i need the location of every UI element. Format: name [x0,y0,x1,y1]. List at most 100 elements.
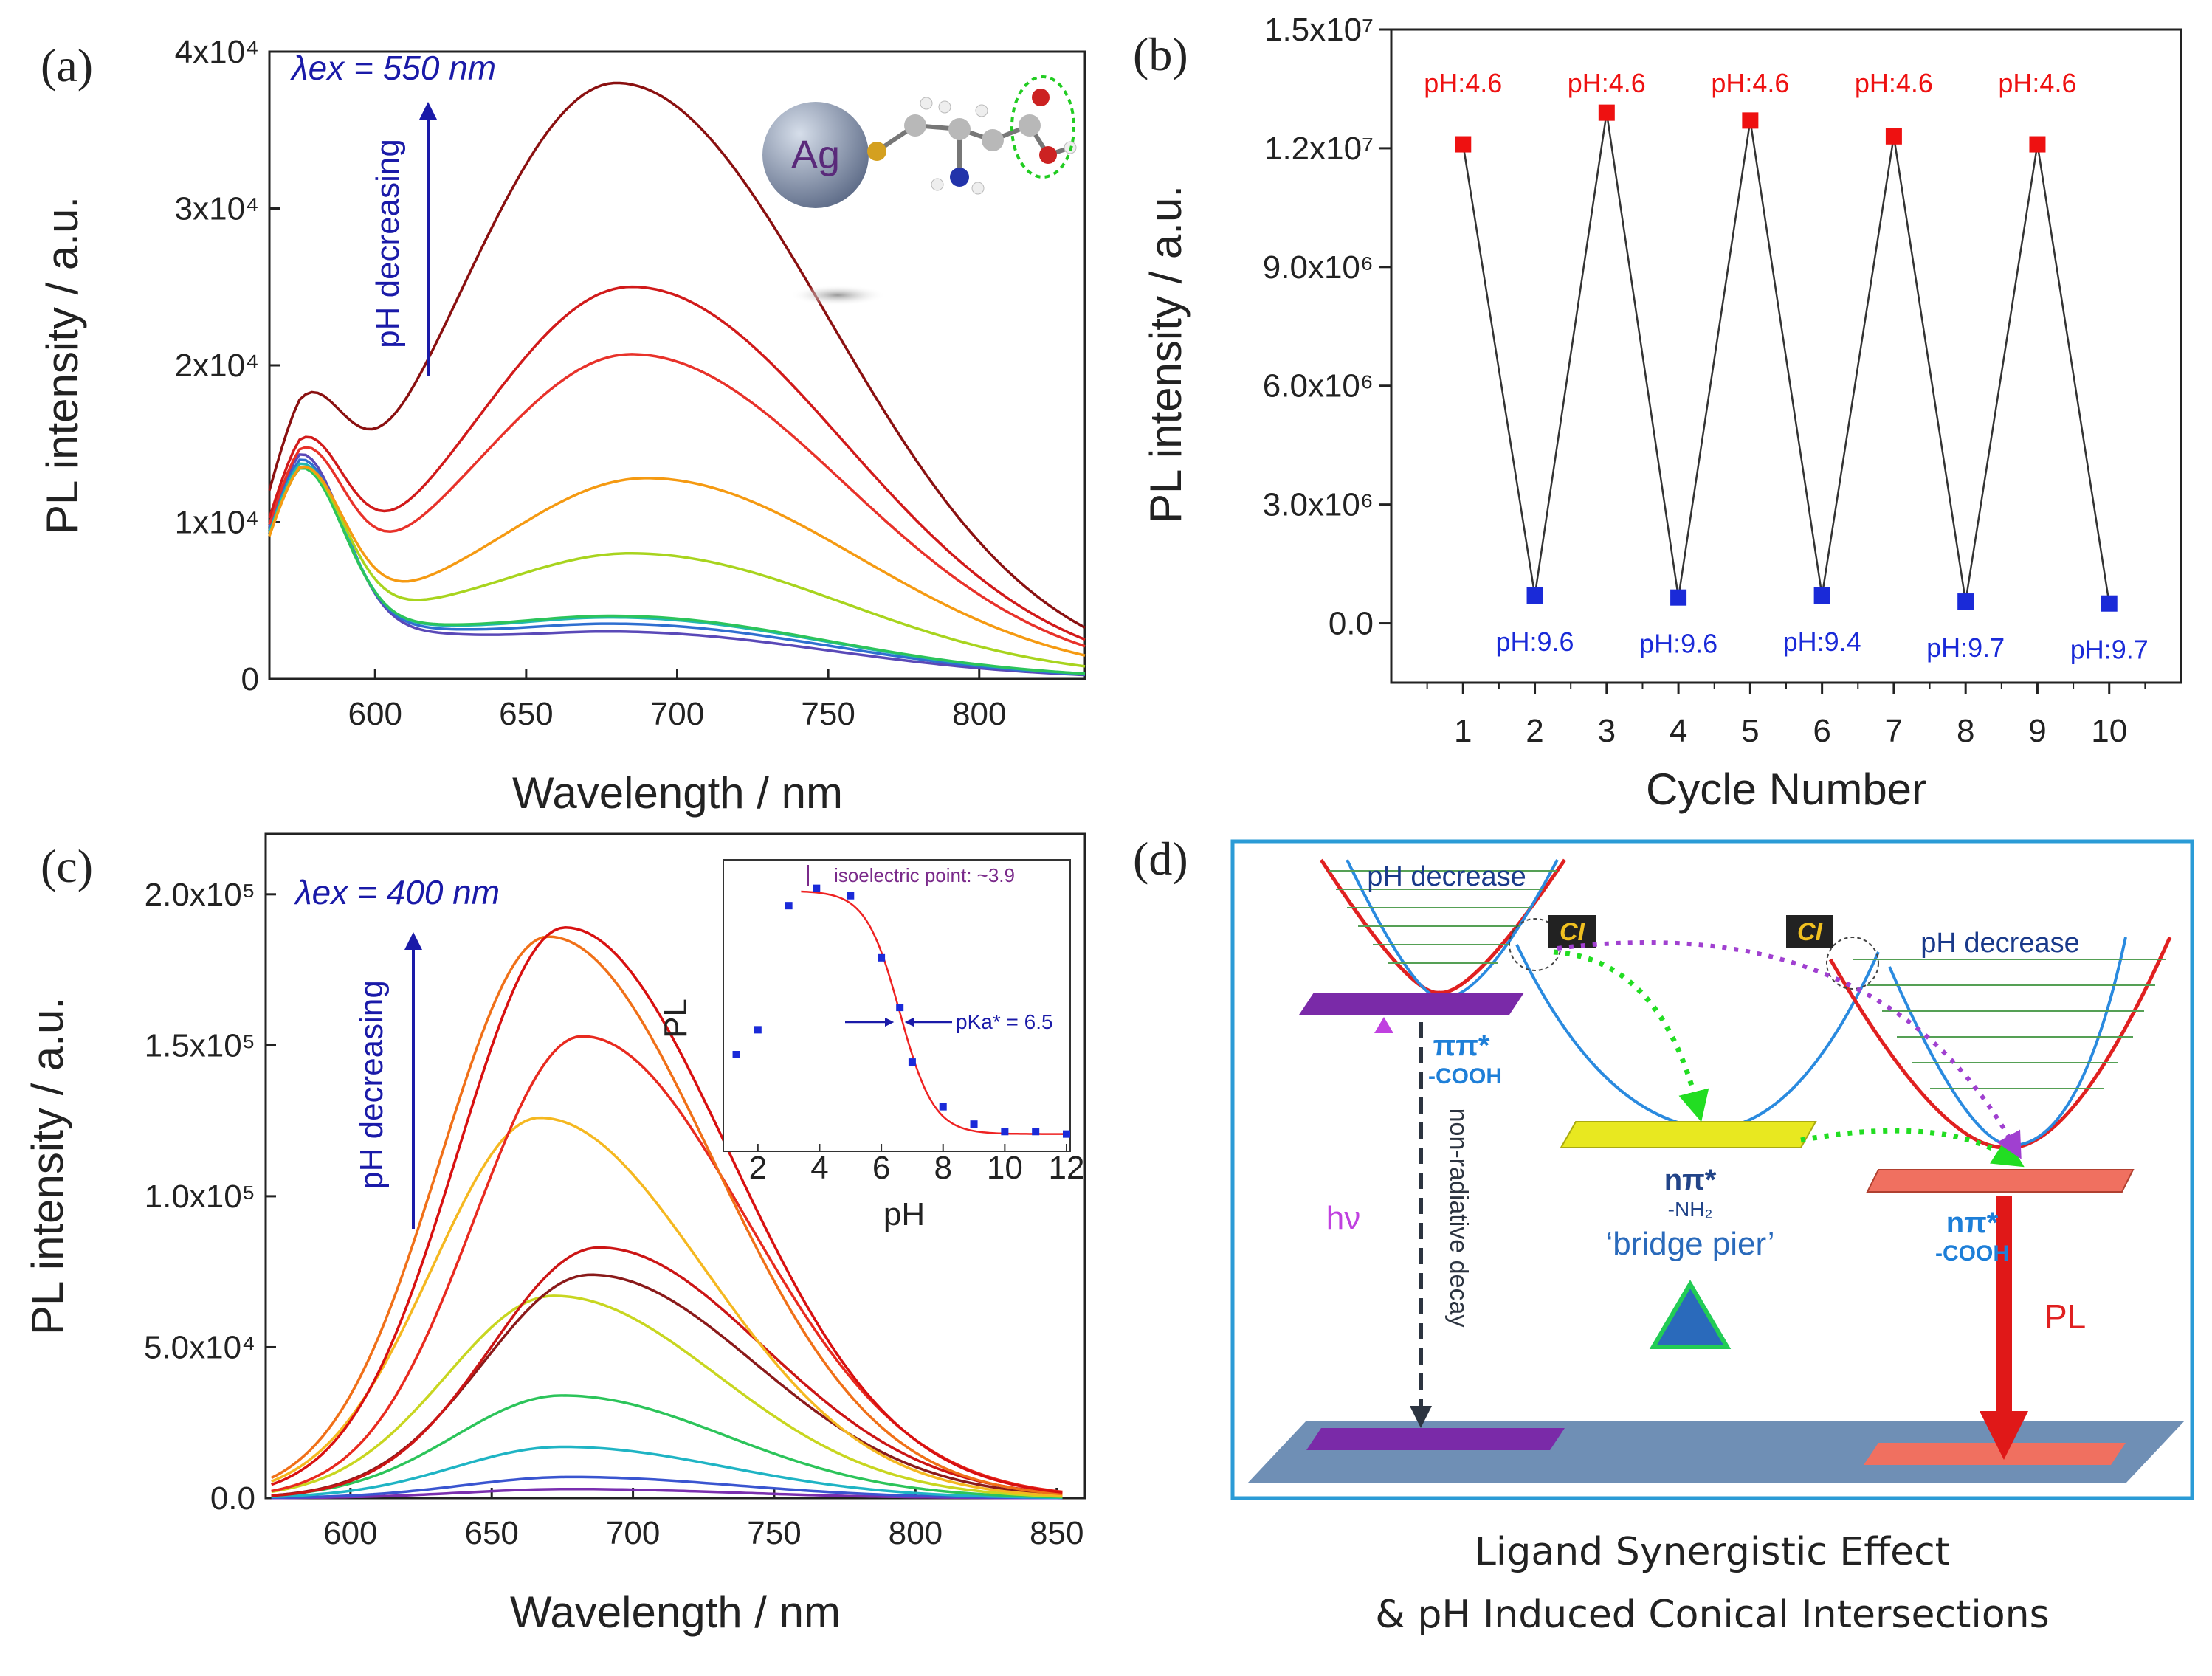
a-series-line-s1 [268,453,1086,677]
b-point-label: pH:9.6 [1639,629,1717,659]
a-series-line-s9 [268,81,1086,629]
panel-c-arrow-label: pH decreasing [354,980,390,1190]
b-xtick-label: 2 [1526,713,1543,749]
b-xtick-label: 9 [2028,713,2046,749]
panel-c-excitation: λex = 400 nm [293,873,500,911]
panel-c-xlabel: Wavelength / nm [510,1587,841,1637]
c-xtick-label: 850 [1030,1515,1083,1551]
caption-line-2: & pH Induced Conical Intersections [1375,1593,2049,1637]
pipi-state-label: ππ* [1433,1030,1490,1062]
b-xtick-label: 7 [1885,713,1903,749]
a-ytick-label: 0 [241,661,259,697]
ag-shadow [790,285,886,306]
b-xtick-label: 6 [1813,713,1830,749]
panel-b-x-ticks: 1 2 3 4 5 6 7 8 9 10 [1426,683,2146,749]
ci-right-badge [1786,915,1833,948]
panel-c-series [270,926,1063,1500]
b-point-label: pH:9.7 [2070,635,2149,665]
a-series-line-s2 [268,458,1086,676]
middle-well [1515,944,1880,1131]
a-series-line-s4 [268,466,1086,675]
ag-label: Ag [791,133,840,177]
pl-label: PL [2044,1297,2086,1336]
inset-point [847,892,855,900]
panel-d-letter: (d) [1133,832,1188,885]
inset-xtick-label: 4 [810,1150,828,1186]
b-point-label: pH:4.6 [1568,68,1646,98]
hv-arrow-head [1374,1017,1393,1033]
inset-xtick-label: 12 [1049,1150,1085,1186]
c-xtick-label: 650 [464,1515,518,1551]
inset-point [1001,1128,1009,1136]
ci-left-label: CI [1560,918,1586,946]
npi-right-level [1866,1169,2135,1193]
b-xtick-label: 5 [1741,713,1759,749]
hv-label: hν [1326,1200,1360,1236]
panel-d: (d) pH decrease pH decrease CI CI [1133,832,2194,1637]
b-point [1455,136,1472,153]
b-ytick-label: 9.0x10⁶ [1263,249,1374,286]
panel-a-y-ticks: 0 1x10⁴ 2x10⁴ 3x10⁴ 4x10⁴ [175,34,280,697]
panel-b: (b) 1 2 3 4 5 6 7 8 9 10 0.0 3.0x10⁶ 6.0x10⁶ 9.0x10⁶… [1133,12,2182,814]
c-series-line-s5 [271,1294,1063,1498]
inset-point [939,1103,947,1111]
green-path-1 [1553,949,1709,1122]
inset-point [878,953,886,962]
panel-b-series: pH:4.6 pH:9.6 pH:4.6 pH:9.6 pH:4.6 pH:9.4 pH:4… [1424,68,2149,665]
b-series-line [1462,112,2110,604]
c-ytick-label: 5.0x10⁴ [144,1329,255,1365]
c-series-line-s11 [271,926,1063,1494]
c-series-line-s2 [271,1475,1063,1500]
panel-a-excitation: λex = 550 nm [289,49,496,87]
inset-point [896,1004,904,1012]
inset-point [785,902,793,910]
inset-point [732,1051,740,1058]
panel-a-x-ticks: 600 650 700 750 800 [348,669,1006,732]
npi-right-state-label: nπ* [1946,1207,1999,1239]
ci-left-badge [1548,915,1596,948]
ph-decrease-left-label: pH decrease [1367,861,1526,892]
panel-a-xlabel: Wavelength / nm [512,768,843,818]
panel-b-letter: (b) [1133,28,1188,80]
inset-point [1063,1130,1070,1138]
b-point-label: pH:4.6 [1998,68,2076,98]
inset-x-ticks: 2 4 6 8 10 12 [749,1144,1085,1186]
c-xtick-label: 700 [606,1515,660,1551]
panel-c-inset: 2 4 6 8 10 12 pH PL isoelectric point: ~3.9 p… [658,859,1085,1232]
b-ytick-label: 1.5x10⁷ [1264,12,1374,48]
b-ytick-label: 0.0 [1329,606,1374,642]
a-ytick-label: 1x10⁴ [175,505,259,541]
b-xtick-label: 8 [1957,713,1974,749]
panel-d-frame [1230,839,2194,1500]
ligand-molecule-icon [867,75,1077,195]
panel-c-y-ticks: 0.0 5.0x10⁴ 1.0x10⁵ 1.5x10⁵ 2.0x10⁵ [144,877,276,1517]
c-series-line-s3 [271,1445,1063,1500]
a-series-line-s8 [268,285,1086,641]
b-ytick-label: 6.0x10⁶ [1263,368,1374,404]
right-well-hatch [1853,959,2166,1089]
a-ytick-label: 4x10⁴ [175,34,259,70]
ag-sphere-icon [762,102,869,208]
b-point-label: pH:4.6 [1711,68,1789,98]
a-ytick-label: 3x10⁴ [175,191,259,227]
inset-xtick-label: 10 [987,1150,1023,1186]
pipi-group-label: -COOH [1428,1064,1502,1089]
c-series-line-s7 [271,1246,1063,1497]
c-ytick-label: 2.0x10⁵ [145,877,255,913]
inset-point [970,1120,978,1128]
npi-mid-group-label: -NH₂ [1668,1198,1713,1221]
inset-fit-curve [801,890,1067,1135]
inset-point [1032,1128,1040,1136]
inset-point [754,1026,762,1034]
bridge-pier-icon [1649,1280,1732,1349]
b-point-label: pH:9.7 [1926,632,2005,663]
panel-c-x-ticks: 600 650 700 750 800 850 [323,1488,1083,1551]
b-point [1813,587,1830,604]
inset-xtick-label: 8 [934,1150,951,1186]
a-xtick-label: 800 [952,696,1006,732]
b-ytick-label: 3.0x10⁶ [1263,487,1374,523]
left-well-hatch [1329,870,1557,964]
a-xtick-label: 650 [499,696,553,732]
b-xtick-label: 10 [2091,713,2127,749]
